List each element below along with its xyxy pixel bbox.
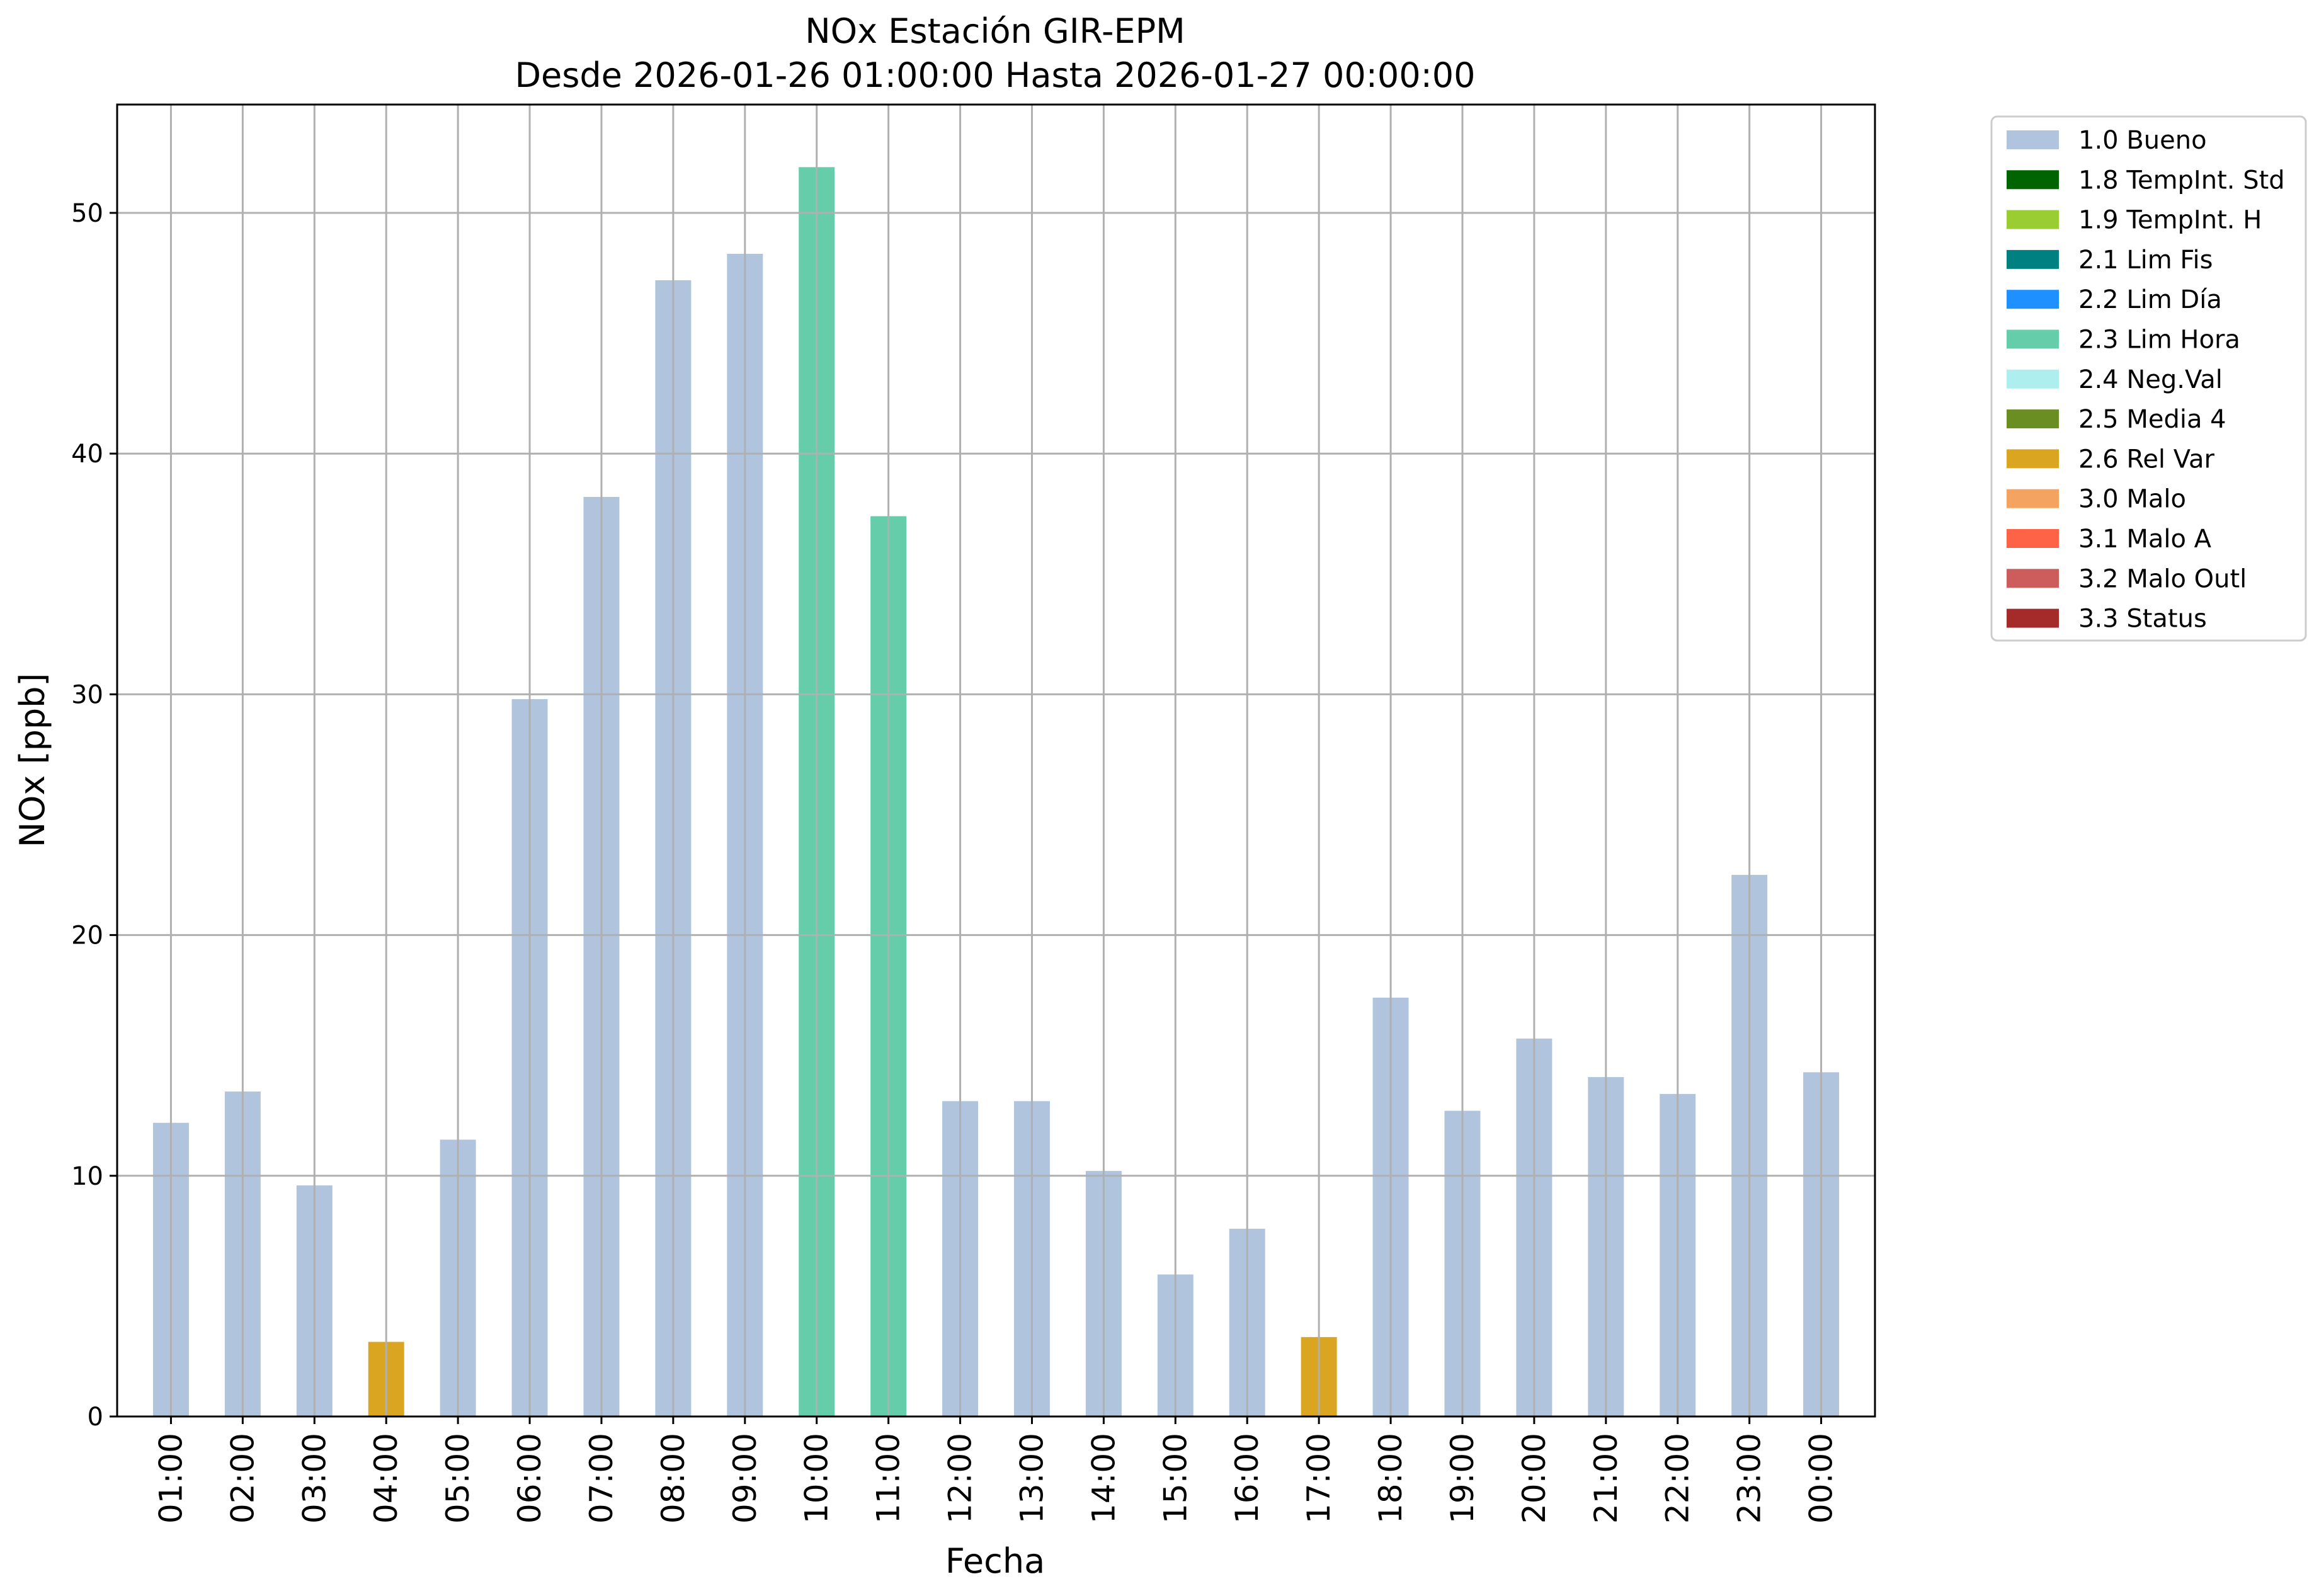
legend-swatch — [2007, 489, 2059, 508]
x-tick-label: 03:00 — [296, 1433, 333, 1524]
chart-subtitle: Desde 2026-01-26 01:00:00 Hasta 2026-01-… — [515, 55, 1475, 95]
y-tick-label: 50 — [71, 199, 103, 228]
legend-label: 2.4 Neg.Val — [2078, 365, 2223, 394]
legend-swatch — [2007, 249, 2059, 269]
x-tick-label: 09:00 — [727, 1433, 763, 1524]
x-tick-label: 15:00 — [1157, 1433, 1194, 1524]
x-tick-label: 05:00 — [440, 1433, 476, 1524]
x-tick-label: 07:00 — [583, 1433, 620, 1524]
legend-label: 2.1 Lim Fis — [2078, 246, 2213, 275]
x-tick-label: 21:00 — [1588, 1433, 1624, 1524]
legend-swatch — [2007, 329, 2059, 349]
x-tick-label: 01:00 — [152, 1433, 189, 1524]
x-tick-label: 23:00 — [1731, 1433, 1768, 1524]
x-tick-label: 10:00 — [799, 1433, 835, 1524]
x-tick-label: 00:00 — [1803, 1433, 1840, 1524]
x-tick-label: 22:00 — [1660, 1433, 1696, 1524]
y-tick-label: 40 — [71, 440, 103, 469]
x-axis-ticks: 01:00 02:00 03:00 04:00 05:00 06:00 07:00 08:00… — [152, 1416, 1840, 1524]
y-tick-label: 10 — [71, 1162, 103, 1191]
legend-label: 2.5 Media 4 — [2078, 405, 2226, 434]
x-tick-label: 19:00 — [1444, 1433, 1481, 1524]
legend-label: 1.9 TempInt. H — [2078, 206, 2262, 235]
y-tick-label: 30 — [71, 680, 103, 709]
legend-swatch — [2007, 569, 2059, 588]
legend-label: 2.3 Lim Hora — [2078, 326, 2240, 355]
plot-frame — [116, 103, 1876, 1418]
x-tick-label: 18:00 — [1372, 1433, 1409, 1524]
x-tick-label: 02:00 — [224, 1433, 261, 1524]
y-axis-label: NOx [ppb] — [13, 673, 52, 848]
legend-swatch — [2007, 608, 2059, 628]
legend-label: 2.6 Rel Var — [2078, 445, 2215, 474]
legend-swatch — [2007, 369, 2059, 389]
legend-label: 3.0 Malo — [2078, 485, 2186, 514]
legend-swatch — [2007, 170, 2059, 190]
x-tick-label: 13:00 — [1013, 1433, 1050, 1524]
x-tick-label: 04:00 — [368, 1433, 404, 1524]
legend-swatch — [2007, 529, 2059, 548]
legend-swatch — [2007, 290, 2059, 309]
legend-swatch — [2007, 130, 2059, 149]
x-tick-label: 06:00 — [511, 1433, 548, 1524]
legend-frame — [1990, 115, 2307, 642]
legend-label: 3.2 Malo Outl — [2078, 564, 2247, 593]
legend-label: 1.0 Bueno — [2078, 126, 2207, 155]
x-tick-label: 14:00 — [1085, 1433, 1122, 1524]
legend-swatch — [2007, 210, 2059, 229]
x-tick-label: 08:00 — [655, 1433, 692, 1524]
legend-label: 3.1 Malo A — [2078, 525, 2212, 554]
x-tick-label: 16:00 — [1229, 1433, 1265, 1524]
y-axis-ticks: 0 10 20 30 40 50 — [71, 199, 117, 1432]
legend-swatch — [2007, 409, 2059, 429]
x-tick-label: 12:00 — [942, 1433, 979, 1524]
legend-label: 3.3 Status — [2078, 605, 2207, 634]
x-tick-label: 11:00 — [870, 1433, 907, 1524]
chart-title: NOx Estación GIR-EPM — [805, 11, 1185, 51]
x-axis-label: Fecha — [945, 1541, 1045, 1581]
y-tick-label: 0 — [88, 1403, 103, 1432]
legend-label: 1.8 TempInt. Std — [2078, 166, 2285, 195]
legend: 1.0 Bueno 1.8 TempInt. Std 1.9 TempInt. H 2… — [1990, 115, 2307, 642]
legend-label: 2.2 Lim Día — [2078, 285, 2222, 314]
legend-swatch — [2007, 449, 2059, 469]
x-tick-label: 20:00 — [1516, 1433, 1553, 1524]
grid-lines — [117, 105, 1875, 1418]
y-tick-label: 20 — [71, 921, 103, 950]
x-tick-label: 17:00 — [1301, 1433, 1337, 1524]
